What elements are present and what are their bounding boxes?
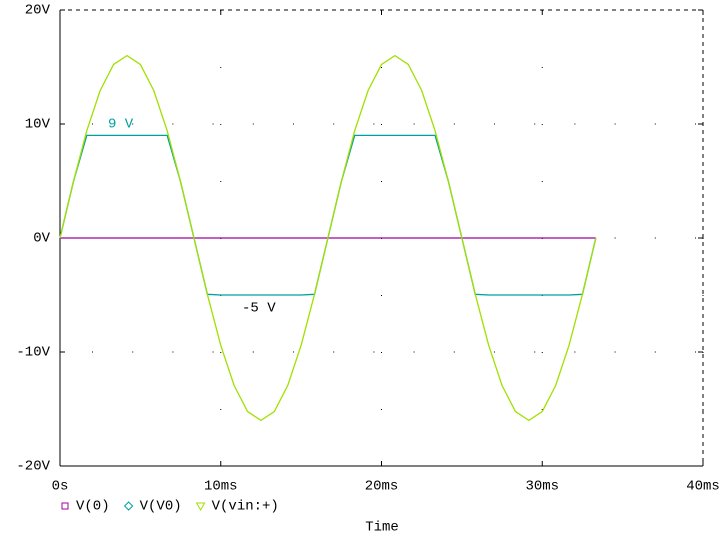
y-tick-label: 0V [33, 231, 50, 247]
x-tick-label: 0s [52, 479, 69, 495]
x-tick-label: 20ms [365, 479, 399, 495]
y-tick-label: 10V [25, 117, 51, 133]
legend-marker [123, 501, 134, 511]
y-tick-label: 20V [25, 3, 51, 19]
legend-label: V(0) [76, 499, 110, 515]
annotation: 9 V [108, 117, 134, 133]
legend-marker [195, 502, 206, 512]
series-line [59, 134, 597, 296]
legend-label: V(V0) [140, 499, 182, 515]
legend-marker [61, 502, 69, 510]
x-tick-label: 10ms [204, 479, 238, 495]
series-line [59, 54, 597, 422]
annotation: -5 V [242, 301, 276, 317]
y-tick-label: -10V [16, 345, 50, 361]
x-tick-label: 30ms [525, 479, 559, 495]
x-tick-label: 40ms [686, 479, 720, 495]
y-tick-label: -20V [16, 459, 50, 475]
legend-label: V(vin:+) [212, 499, 279, 515]
x-axis-label: Time [365, 520, 399, 536]
